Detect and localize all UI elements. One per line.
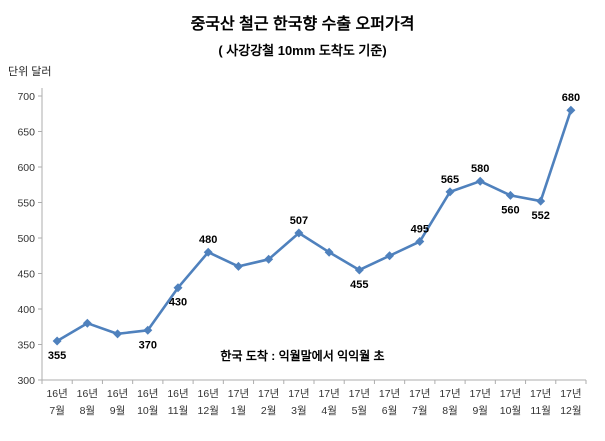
data-label: 355: [48, 350, 66, 362]
x-tick-label-year: 16년: [46, 388, 67, 400]
y-tick-label: 300: [17, 375, 35, 387]
data-point-marker: [354, 265, 364, 275]
data-point-marker: [173, 283, 183, 293]
x-tick-label-year: 17년: [349, 388, 370, 400]
x-tick-label-year: 17년: [500, 388, 521, 400]
x-tick-label-year: 17년: [470, 388, 491, 400]
y-tick-label: 450: [17, 269, 35, 281]
data-point-marker: [294, 228, 304, 238]
x-tick-label-month: 7월: [49, 405, 65, 417]
y-tick-label: 350: [17, 340, 35, 352]
data-point-marker: [264, 254, 274, 264]
x-tick-label-month: 8월: [442, 405, 458, 417]
data-label: 680: [562, 92, 580, 104]
x-tick-label-year: 17년: [288, 388, 309, 400]
data-point-marker: [566, 105, 576, 115]
data-label: 565: [441, 174, 459, 186]
x-tick-label-year: 17년: [530, 388, 551, 400]
x-tick-label-month: 10월: [500, 405, 521, 417]
x-tick-label-year: 16년: [137, 388, 158, 400]
x-tick-label-month: 6월: [382, 405, 398, 417]
price-line: [56, 109, 573, 343]
data-point-marker: [415, 237, 425, 247]
data-point-marker: [143, 325, 153, 335]
data-label: 580: [471, 163, 489, 175]
data-label: 507: [290, 215, 308, 227]
data-point-marker: [445, 187, 455, 197]
x-tick-label-month: 10월: [137, 405, 158, 417]
data-point-marker: [324, 247, 334, 257]
data-point-marker: [52, 336, 62, 346]
arrival-note: 한국 도착 : 익월말에서 익익월 초: [220, 349, 385, 363]
x-tick-label-year: 17년: [258, 388, 279, 400]
unit-label: 단위 달러: [8, 66, 52, 78]
data-point-marker: [385, 251, 395, 261]
y-tick-label: 600: [17, 162, 35, 174]
y-tick-label: 400: [17, 304, 35, 316]
data-label: 560: [501, 204, 519, 216]
chart-subtitle: ( 사강강철 10mm 도착도 기준): [218, 43, 387, 58]
chart-title: 중국산 철근 한국향 수출 오퍼가격: [190, 16, 415, 33]
x-tick-label-year: 16년: [77, 388, 98, 400]
x-tick-label-year: 17년: [379, 388, 400, 400]
x-tick-label-year: 17년: [439, 388, 460, 400]
x-tick-label-month: 12월: [560, 405, 581, 417]
x-tick-label-year: 16년: [198, 388, 219, 400]
data-point-marker: [233, 261, 243, 271]
x-tick-label-month: 5월: [352, 405, 368, 417]
data-point-marker: [203, 247, 213, 257]
x-tick-label-month: 3월: [291, 405, 307, 417]
data-label: 495: [411, 224, 429, 236]
data-label: 552: [531, 210, 549, 222]
x-tick-label-month: 12월: [198, 405, 219, 417]
x-tick-label-month: 4월: [321, 405, 337, 417]
x-tick-label-year: 16년: [167, 388, 188, 400]
x-tick-label-year: 17년: [560, 388, 581, 400]
x-tick-label-month: 2월: [261, 405, 277, 417]
data-point-marker: [82, 318, 92, 328]
x-tick-label-month: 9월: [472, 405, 488, 417]
data-point-marker: [505, 190, 515, 200]
data-point-marker: [113, 329, 123, 339]
y-tick-label: 650: [17, 127, 35, 139]
data-point-marker: [536, 196, 546, 206]
y-tick-label: 700: [17, 91, 35, 103]
data-label: 480: [199, 234, 217, 246]
x-tick-label-year: 17년: [409, 388, 430, 400]
x-tick-label-month: 8월: [80, 405, 96, 417]
data-label: 430: [169, 297, 187, 309]
x-tick-label-month: 9월: [110, 405, 126, 417]
x-tick-label-month: 7월: [412, 405, 428, 417]
y-tick-label: 550: [17, 198, 35, 210]
x-tick-label-year: 17년: [318, 388, 339, 400]
data-label: 455: [350, 279, 368, 291]
x-tick-label-year: 17년: [228, 388, 249, 400]
x-tick-label-month: 11월: [168, 405, 189, 417]
x-tick-label-year: 16년: [107, 388, 128, 400]
x-tick-label-month: 1월: [231, 405, 247, 417]
data-point-marker: [475, 176, 485, 186]
y-tick-label: 500: [17, 233, 35, 245]
data-label: 370: [139, 339, 157, 351]
x-tick-label-month: 11월: [530, 405, 551, 417]
